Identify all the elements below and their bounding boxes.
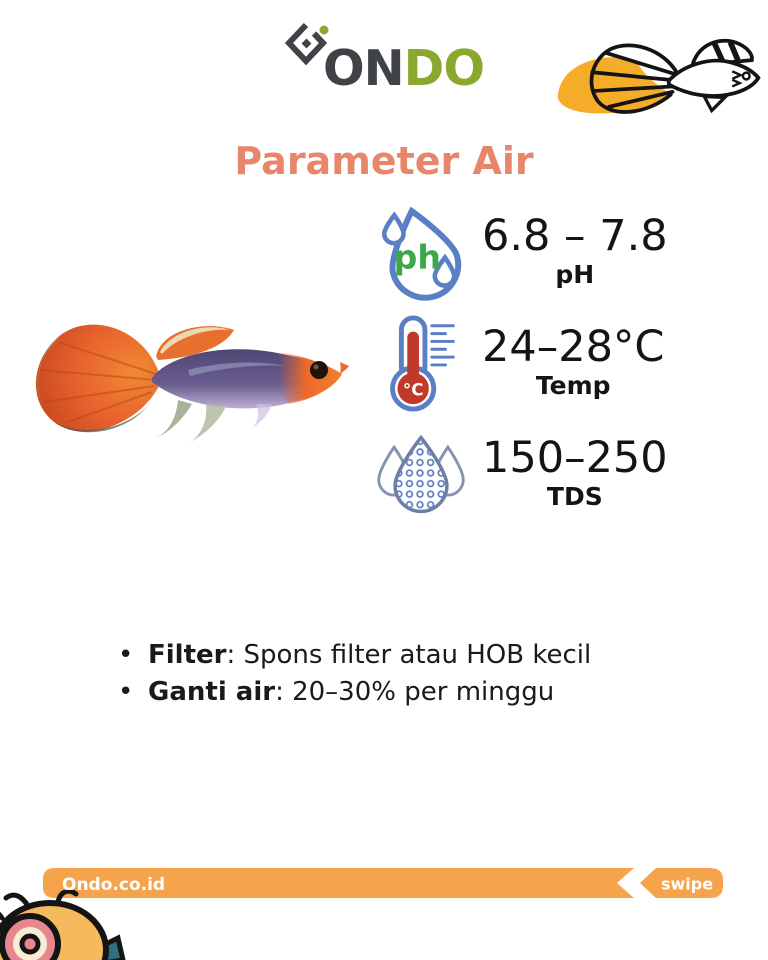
bullet-dot: • <box>118 640 134 670</box>
tds-value: 150–250 <box>482 432 668 483</box>
ph-value: 6.8 – 7.8 <box>482 210 668 261</box>
param-text-temp: 24–28°C Temp <box>482 321 665 401</box>
ondo-wordmark: ONDO <box>323 44 485 93</box>
param-text-ph: 6.8 – 7.8 pH <box>482 210 668 290</box>
ondo-logo-icon <box>284 20 329 70</box>
guppy-lineart-icon <box>540 14 764 128</box>
parameter-list: ph 6.8 – 7.8 pH <box>370 196 668 529</box>
footer-bar: Ondo.co.id swipe <box>0 850 768 914</box>
tds-label: TDS <box>546 482 603 512</box>
swipe-label: swipe <box>661 875 713 894</box>
care-notes: • Filter: Spons filter atau HOB kecil • … <box>118 637 591 711</box>
wordmark-dark: ON <box>323 40 405 97</box>
page-title: Parameter Air <box>234 139 534 183</box>
param-text-tds: 150–250 TDS <box>482 432 668 512</box>
wordmark-green: DO <box>403 40 485 97</box>
guppy-photo <box>28 304 350 450</box>
note-text: Filter: Spons filter atau HOB kecil <box>148 640 592 670</box>
site-label: Ondo.co.id <box>62 875 165 895</box>
svg-text:ph: ph <box>394 237 441 276</box>
svg-text:°C: °C <box>403 380 424 399</box>
note-filter: • Filter: Spons filter atau HOB kecil <box>118 637 591 674</box>
bullet-dot: • <box>118 677 134 707</box>
tds-drops-icon <box>370 426 472 522</box>
param-row-ph: ph 6.8 – 7.8 pH <box>370 196 668 307</box>
snail-mascot-icon <box>0 888 126 960</box>
temp-label: Temp <box>535 371 611 401</box>
param-row-tds: 150–250 TDS <box>370 418 668 529</box>
ph-label: pH <box>555 260 595 290</box>
param-row-temp: °C 24–28°C Temp <box>370 307 668 418</box>
note-text: Ganti air: 20–30% per minggu <box>148 677 555 707</box>
note-water-change: • Ganti air: 20–30% per minggu <box>118 674 591 711</box>
swipe-button[interactable] <box>640 868 723 898</box>
thermometer-icon: °C <box>370 314 472 412</box>
ph-drop-icon: ph <box>370 202 472 302</box>
temp-value: 24–28°C <box>482 321 665 372</box>
